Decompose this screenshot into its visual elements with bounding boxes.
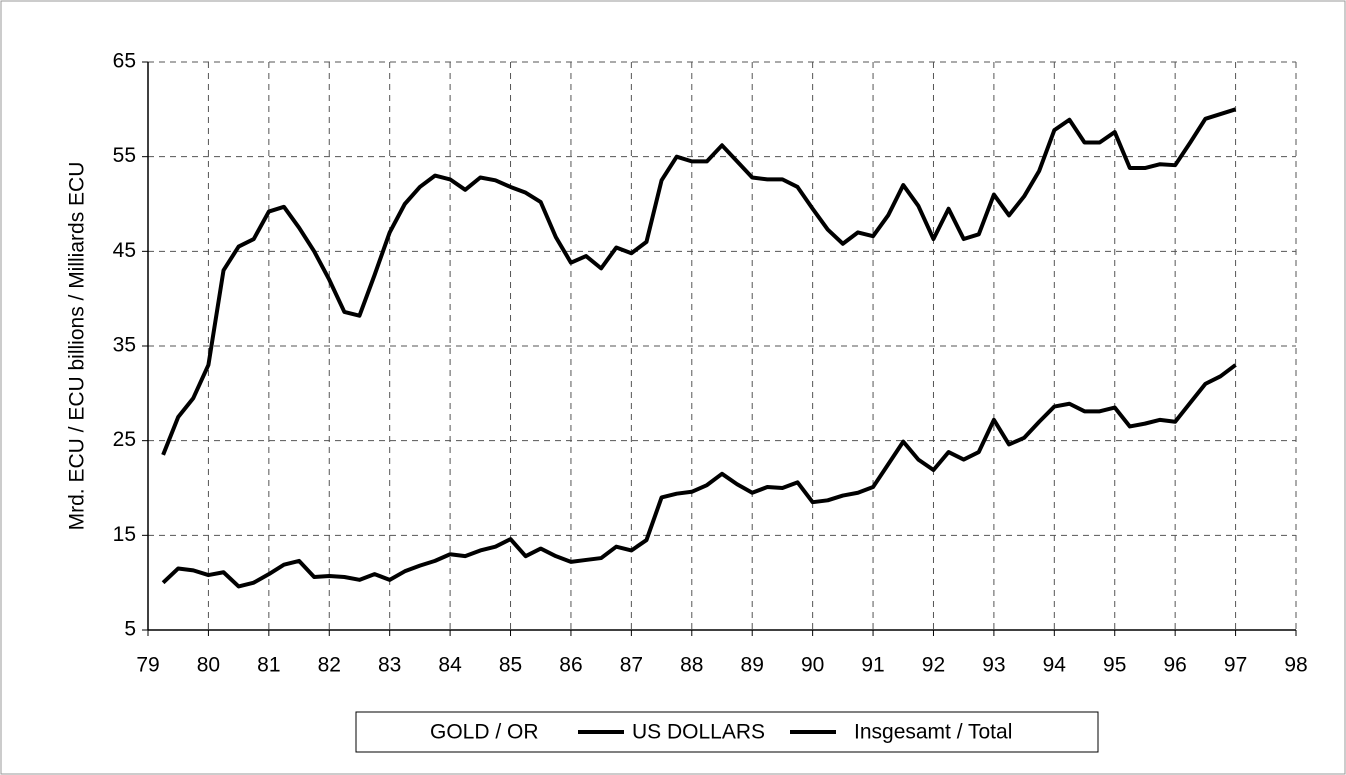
x-tick-label: 82 — [318, 654, 341, 677]
x-tick-label: 89 — [741, 654, 764, 677]
y-tick-label: 65 — [113, 50, 136, 73]
x-tick-label: 98 — [1284, 654, 1307, 677]
legend-label: GOLD / OR — [430, 721, 539, 744]
x-tick-label: 97 — [1224, 654, 1247, 677]
x-tick-label: 91 — [861, 654, 884, 677]
y-tick-label: 15 — [113, 523, 136, 546]
legend-label: US DOLLARS — [632, 721, 765, 744]
y-tick-label: 5 — [124, 618, 136, 641]
x-tick-label: 84 — [438, 654, 462, 677]
series-line — [161, 363, 1237, 589]
legend — [355, 711, 1099, 753]
x-tick-label: 95 — [1103, 654, 1126, 677]
x-tick-label: 94 — [1043, 654, 1067, 677]
y-tick-label: 45 — [113, 239, 136, 262]
x-tick-label: 87 — [620, 654, 643, 677]
x-tick-label: 90 — [801, 654, 824, 677]
x-tick-label: 81 — [257, 654, 280, 677]
x-tick-label: 88 — [680, 654, 703, 677]
x-tick-label: 85 — [499, 654, 522, 677]
legend-label: Insgesamt / Total — [854, 721, 1012, 744]
x-tick-label: 79 — [136, 654, 159, 677]
x-tick-label: 93 — [982, 654, 1005, 677]
x-tick-label: 80 — [197, 654, 220, 677]
y-axis-label: Mrd. ECU / ECU billions / Milliards ECU — [66, 162, 89, 531]
x-tick-label: 92 — [922, 654, 945, 677]
y-tick-label: 25 — [113, 428, 136, 451]
series-line — [161, 107, 1237, 456]
x-tick-label: 83 — [378, 654, 401, 677]
x-tick-label: 86 — [559, 654, 582, 677]
y-tick-label: 55 — [113, 144, 136, 167]
x-tick-label: 96 — [1163, 654, 1186, 677]
y-tick-label: 35 — [113, 334, 136, 357]
